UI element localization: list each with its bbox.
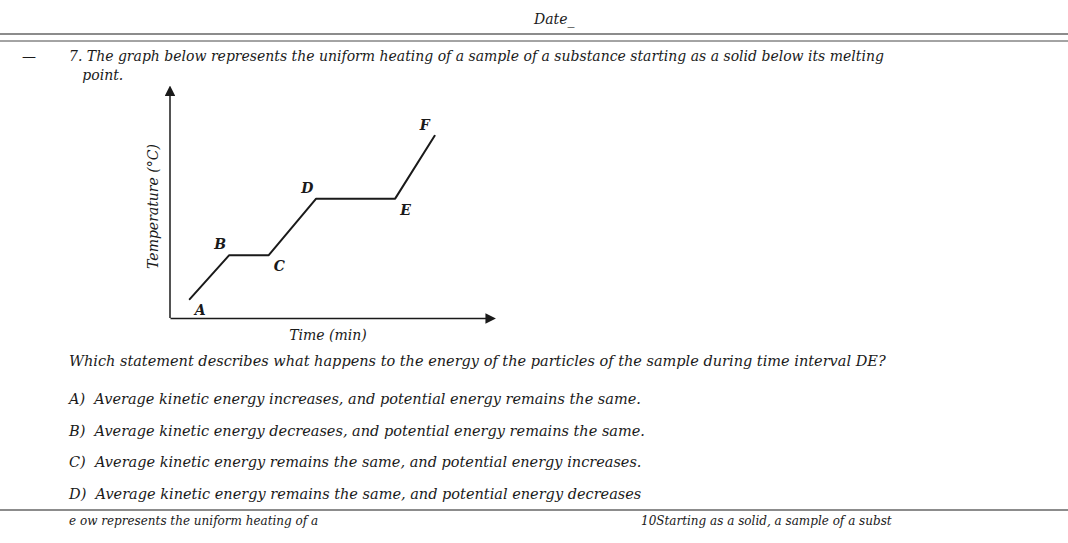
heating-curve xyxy=(190,136,435,299)
footer-right: 10Starting as a solid, a sample of a sub… xyxy=(641,514,892,528)
intro-line: 7. The graph below represents the unifor… xyxy=(69,48,884,64)
y-axis-line xyxy=(169,95,171,318)
question: Which statement describes what happens t… xyxy=(69,353,886,369)
top-rule xyxy=(0,33,1068,34)
bottom-rule xyxy=(0,509,1068,510)
top-rule-thin xyxy=(0,41,1068,42)
answer: D) Average kinetic energy remains the sa… xyxy=(68,486,641,502)
point-label: A xyxy=(193,302,206,318)
footer-left: e ow represents the uniform heating of a xyxy=(69,514,318,528)
answer: C) Average kinetic energy remains the sa… xyxy=(69,454,641,470)
y-axis xyxy=(170,95,171,318)
point-label: D xyxy=(300,180,314,196)
point-label: F xyxy=(419,117,431,133)
plot-area xyxy=(190,136,435,299)
answer: B) Average kinetic energy decreases, and… xyxy=(68,423,645,439)
point-label: B xyxy=(213,236,226,252)
page: Date_ — 7. The graph below represents the … xyxy=(0,0,1068,543)
x-axis-title: Time (min) xyxy=(289,327,367,343)
margin-mark: — xyxy=(22,48,36,64)
header: Date_ xyxy=(533,11,574,28)
intro-line: point. xyxy=(69,67,123,83)
x-axis xyxy=(171,318,487,319)
y-axis-title: Temperature (°C) xyxy=(145,144,161,269)
x-axis-line xyxy=(171,318,487,320)
answer: A) Average kinetic energy increases, and… xyxy=(67,391,641,407)
point-label: E xyxy=(399,202,411,218)
point-label: C xyxy=(274,258,285,274)
